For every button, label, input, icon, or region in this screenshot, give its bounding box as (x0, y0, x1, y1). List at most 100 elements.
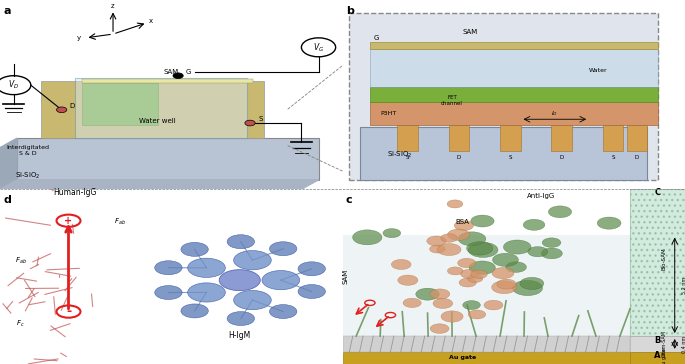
Text: A: A (654, 351, 661, 360)
Text: S: S (611, 155, 615, 160)
FancyBboxPatch shape (603, 125, 623, 151)
Circle shape (433, 298, 453, 308)
Circle shape (416, 288, 439, 300)
Text: Chem-SAM: Chem-SAM (662, 329, 667, 356)
Circle shape (471, 215, 494, 227)
Circle shape (497, 279, 516, 289)
Circle shape (227, 312, 255, 325)
Text: SAM: SAM (462, 29, 477, 35)
FancyBboxPatch shape (630, 336, 685, 352)
Circle shape (391, 260, 411, 269)
Circle shape (468, 274, 483, 282)
Text: Bio-SAM: Bio-SAM (662, 248, 667, 270)
Circle shape (429, 245, 445, 253)
Circle shape (269, 305, 297, 318)
FancyBboxPatch shape (349, 13, 658, 180)
Circle shape (188, 283, 225, 302)
Text: Au gate: Au gate (662, 348, 667, 364)
Circle shape (523, 219, 545, 230)
Circle shape (155, 261, 182, 275)
Circle shape (430, 289, 450, 299)
Circle shape (469, 261, 495, 274)
Text: y: y (77, 35, 81, 41)
Text: z: z (111, 3, 115, 9)
Text: Si-SiO$_2$: Si-SiO$_2$ (14, 171, 40, 181)
FancyBboxPatch shape (360, 127, 647, 180)
Circle shape (469, 310, 486, 319)
Circle shape (262, 270, 299, 290)
Text: G: G (373, 35, 379, 41)
Circle shape (155, 285, 182, 300)
FancyBboxPatch shape (397, 125, 418, 151)
Text: $F_c$: $F_c$ (16, 318, 25, 329)
Circle shape (219, 270, 260, 290)
Circle shape (460, 269, 478, 278)
Circle shape (398, 275, 418, 285)
Circle shape (353, 230, 382, 245)
Text: B: B (654, 336, 661, 345)
Text: H-IgM: H-IgM (229, 331, 251, 340)
Text: S: S (406, 155, 410, 160)
Text: S: S (508, 155, 512, 160)
FancyBboxPatch shape (627, 125, 647, 151)
Circle shape (493, 253, 519, 266)
Text: FET
channel: FET channel (441, 95, 463, 106)
Circle shape (506, 262, 527, 272)
Circle shape (541, 248, 562, 259)
Text: P3HT: P3HT (380, 111, 397, 116)
Circle shape (447, 229, 470, 240)
Circle shape (458, 232, 486, 246)
Text: 5.2 nm: 5.2 nm (682, 277, 685, 294)
Circle shape (298, 262, 325, 276)
FancyBboxPatch shape (500, 125, 521, 151)
Text: D: D (457, 155, 461, 160)
Circle shape (512, 280, 543, 296)
Text: Si-SiO$_2$: Si-SiO$_2$ (387, 150, 412, 160)
Text: Water well: Water well (139, 118, 176, 124)
Circle shape (181, 242, 208, 256)
FancyBboxPatch shape (75, 78, 247, 138)
Circle shape (234, 290, 271, 310)
Circle shape (543, 238, 561, 248)
Circle shape (181, 304, 208, 318)
FancyBboxPatch shape (370, 87, 658, 102)
Circle shape (549, 206, 571, 218)
Text: D: D (69, 103, 75, 109)
FancyBboxPatch shape (342, 336, 630, 352)
Circle shape (597, 217, 621, 229)
FancyBboxPatch shape (370, 102, 658, 125)
Circle shape (245, 120, 255, 126)
Text: x: x (149, 18, 153, 24)
Polygon shape (0, 180, 319, 189)
Circle shape (492, 268, 514, 279)
Circle shape (527, 246, 548, 257)
Circle shape (56, 107, 66, 112)
Circle shape (492, 281, 516, 294)
Circle shape (447, 200, 463, 208)
Text: $I_D$: $I_D$ (551, 110, 558, 118)
FancyBboxPatch shape (370, 49, 658, 87)
FancyBboxPatch shape (370, 41, 658, 49)
Text: Anti-IgG: Anti-IgG (527, 193, 556, 199)
Text: a: a (3, 6, 11, 16)
Circle shape (471, 270, 487, 278)
Circle shape (403, 298, 421, 308)
Circle shape (484, 300, 503, 310)
FancyBboxPatch shape (551, 125, 572, 151)
Polygon shape (0, 138, 17, 189)
Text: D: D (635, 155, 639, 160)
Circle shape (463, 301, 480, 309)
Text: c: c (346, 194, 353, 205)
Circle shape (440, 234, 458, 242)
Circle shape (441, 311, 463, 322)
Text: $F_{ab}$: $F_{ab}$ (114, 217, 126, 228)
Text: SAM: SAM (343, 269, 349, 284)
Text: Water: Water (589, 68, 608, 73)
Circle shape (430, 324, 449, 333)
Text: +: + (64, 216, 73, 226)
FancyBboxPatch shape (342, 235, 630, 336)
Text: Au gate: Au gate (449, 355, 476, 360)
Circle shape (269, 242, 297, 256)
Text: -: - (66, 305, 71, 318)
Circle shape (459, 278, 476, 287)
